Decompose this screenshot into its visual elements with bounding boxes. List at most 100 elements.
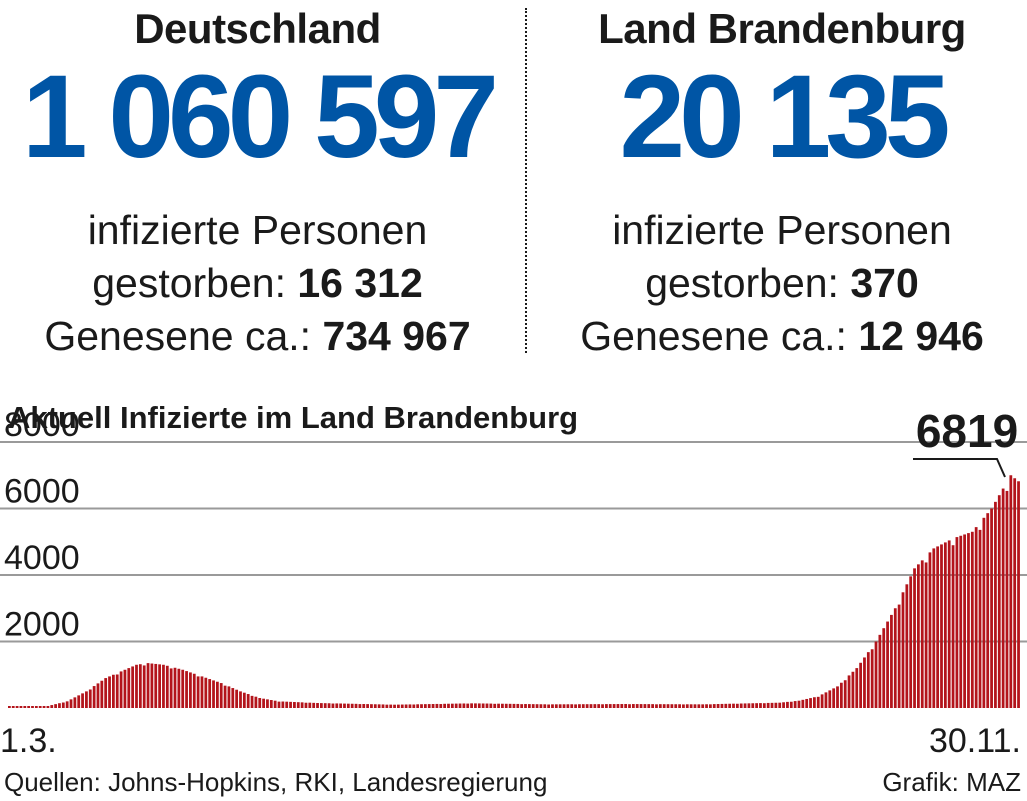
bar-87 — [343, 703, 346, 708]
bar-127 — [497, 703, 500, 708]
bar-105 — [412, 704, 416, 708]
bar-0 — [8, 706, 11, 708]
bar-241 — [936, 546, 940, 708]
bar-75 — [296, 702, 300, 708]
bar-190 — [739, 703, 743, 708]
bar-114 — [447, 703, 450, 708]
bar-42 — [169, 668, 173, 708]
bar-205 — [797, 700, 801, 708]
bar-122 — [477, 703, 481, 708]
germany-deaths-value: 16 312 — [297, 260, 423, 306]
bar-102 — [400, 704, 404, 708]
bar-180 — [701, 704, 705, 708]
bar-236 — [917, 564, 920, 708]
bar-156 — [608, 704, 612, 708]
last-value-callout: 6819 — [913, 405, 1018, 478]
infected-chart: Aktuell Infizierte im Land Brandenburg 2… — [0, 400, 1027, 797]
bar-22 — [92, 686, 96, 708]
germany-recovered-value: 734 967 — [322, 313, 471, 359]
bar-179 — [697, 704, 701, 708]
bar-6 — [31, 706, 34, 708]
bar-128 — [501, 703, 504, 708]
bar-231 — [897, 604, 901, 708]
bar-26 — [108, 676, 111, 708]
bar-62 — [246, 694, 250, 708]
bar-139 — [543, 704, 547, 708]
bar-101 — [397, 704, 400, 708]
bar-239 — [928, 552, 932, 708]
chart-title: Aktuell Infizierte im Land Brandenburg — [8, 400, 578, 435]
bar-202 — [786, 701, 789, 708]
bar-237 — [920, 560, 924, 708]
germany-deaths-line: gestorben: 16 312 — [5, 257, 510, 310]
bar-61 — [242, 692, 246, 708]
bar-222 — [863, 657, 866, 708]
bar-35 — [142, 665, 146, 708]
bar-91 — [358, 704, 362, 708]
bar-54 — [215, 681, 219, 708]
bar-49 — [196, 676, 200, 708]
bar-203 — [789, 701, 793, 708]
bar-166 — [647, 704, 651, 708]
bar-181 — [705, 704, 708, 708]
bar-207 — [805, 698, 809, 708]
bar-59 — [235, 689, 239, 708]
bar-56 — [223, 685, 227, 708]
bar-194 — [755, 703, 758, 708]
bar-134 — [524, 704, 527, 708]
bar-12 — [54, 704, 57, 708]
bar-185 — [720, 703, 724, 708]
brandenburg-recovered-label: Genesene ca.: — [580, 313, 847, 359]
bar-259 — [1005, 490, 1009, 708]
bar-171 — [666, 704, 670, 708]
bar-121 — [474, 703, 477, 708]
bar-40 — [162, 664, 165, 708]
bar-58 — [231, 688, 235, 708]
y-tick-4000: 4000 — [4, 539, 80, 577]
bar-183 — [712, 704, 716, 708]
bar-189 — [735, 703, 739, 708]
bar-97 — [381, 704, 385, 708]
bar-14 — [61, 702, 65, 708]
bar-27 — [112, 674, 115, 708]
bar-233 — [905, 584, 909, 708]
bar-160 — [624, 704, 628, 708]
bar-99 — [389, 704, 393, 708]
bar-258 — [1001, 488, 1005, 708]
bar-211 — [820, 694, 824, 708]
bar-147 — [574, 704, 577, 708]
bar-53 — [212, 680, 215, 708]
brandenburg-deaths-label: gestorben: — [645, 260, 839, 306]
bar-71 — [281, 701, 285, 708]
bar-94 — [370, 704, 373, 708]
bar-107 — [420, 704, 423, 708]
bar-230 — [893, 608, 897, 708]
bar-84 — [331, 703, 335, 708]
bar-77 — [304, 702, 308, 708]
bar-216 — [839, 682, 843, 708]
bar-257 — [997, 495, 1001, 708]
bar-153 — [597, 704, 601, 708]
germany-recovered-line: Genesene ca.: 734 967 — [5, 310, 510, 363]
bar-126 — [493, 703, 497, 708]
bar-192 — [747, 703, 751, 708]
bar-52 — [208, 679, 212, 708]
bar-245 — [951, 545, 955, 708]
bar-13 — [58, 703, 61, 708]
bar-20 — [85, 691, 88, 709]
germany-title: Deutschland — [134, 5, 381, 52]
chart-bars — [8, 475, 1020, 709]
bar-206 — [801, 699, 805, 708]
bar-90 — [354, 703, 358, 708]
bar-137 — [535, 704, 539, 708]
germany-panel: Deutschland 1 060 597 infizierte Persone… — [5, 0, 510, 363]
bar-125 — [489, 703, 493, 708]
callout-leader — [913, 458, 1006, 478]
bar-41 — [165, 665, 169, 708]
bar-47 — [189, 672, 192, 708]
bar-135 — [527, 704, 531, 708]
brandenburg-deaths-line: gestorben: 370 — [537, 257, 1027, 310]
bar-196 — [762, 703, 766, 708]
bar-250 — [970, 531, 974, 708]
bar-92 — [362, 704, 366, 708]
